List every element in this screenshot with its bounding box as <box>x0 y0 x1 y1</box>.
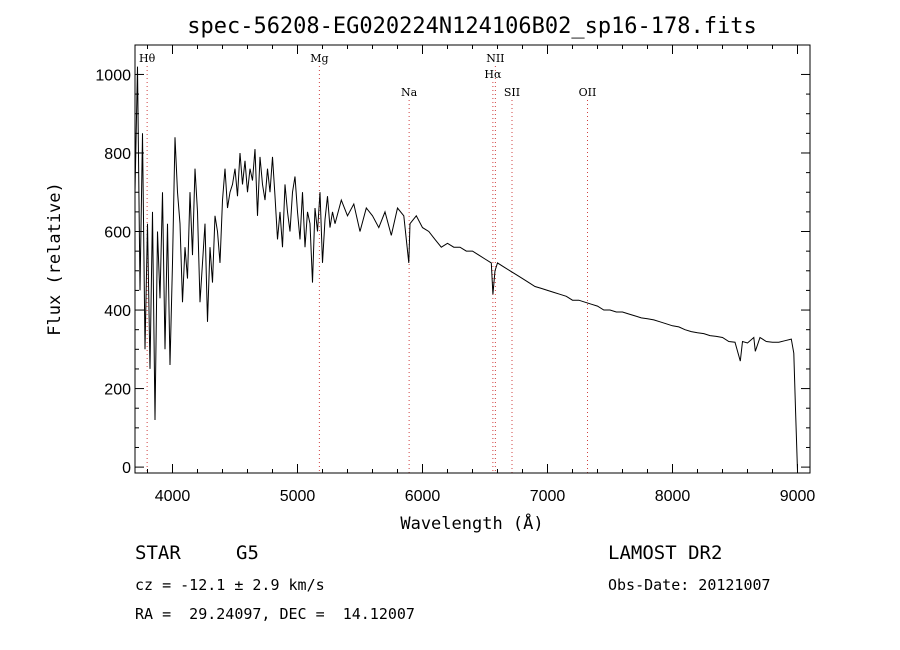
x-tick-label: 9000 <box>780 488 816 505</box>
spectral-line-label: NII <box>486 52 504 65</box>
subclass: G5 <box>236 542 259 564</box>
x-tick-label: 6000 <box>405 488 441 505</box>
spectral-line-label: Na <box>401 86 418 99</box>
x-tick-label: 5000 <box>280 488 316 505</box>
y-tick-label: 600 <box>104 225 131 242</box>
coordinates: RA = 29.24097, DEC = 14.12007 <box>135 605 415 623</box>
x-axis: 4000 5000 6000 7000 8000 9000 <box>147 45 816 505</box>
spectral-line-label: Hθ <box>139 52 156 65</box>
x-tick-label: 4000 <box>155 488 191 505</box>
survey-name: LAMOST DR2 <box>608 542 723 564</box>
chart-title: spec-56208-EG020224N124106B02_sp16-178.f… <box>187 14 757 39</box>
spectral-line-label: OII <box>579 86 597 99</box>
plot-frame <box>134 44 811 474</box>
y-tick-label: 1000 <box>95 67 131 84</box>
spectral-line-label: Hα <box>484 68 502 81</box>
spectral-line-label: Mg <box>310 52 328 65</box>
y-tick-label: 0 <box>122 460 131 477</box>
y-tick-label: 200 <box>104 382 131 399</box>
spectrum-series-line <box>134 66 798 472</box>
x-tick-label: 8000 <box>655 488 691 505</box>
spectral-line-label: SII <box>504 86 520 99</box>
y-tick-label: 400 <box>104 303 131 320</box>
x-tick-label: 7000 <box>530 488 566 505</box>
x-axis-label: Wavelength (Å) <box>400 512 543 534</box>
object-class: STAR <box>135 542 181 564</box>
y-tick-label: 800 <box>104 146 131 163</box>
y-axis-label: Flux (relative) <box>45 182 65 336</box>
y-axis: 0 200 400 600 800 1000 <box>95 67 810 477</box>
redshift-velocity: cz = -12.1 ± 2.9 km/s <box>135 576 325 594</box>
observation-date: Obs-Date: 20121007 <box>608 576 771 594</box>
